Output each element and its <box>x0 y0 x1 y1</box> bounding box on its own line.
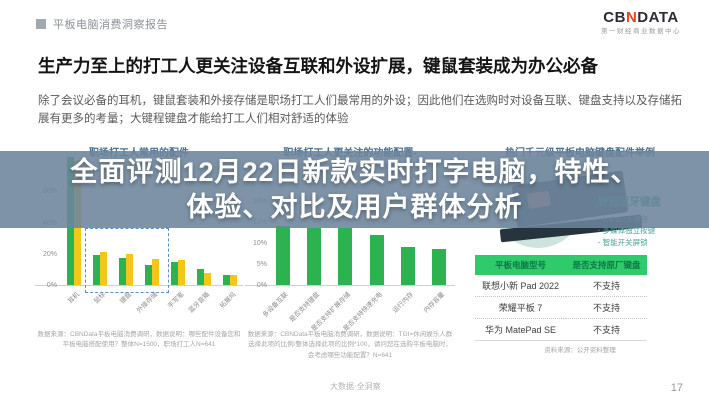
y-axis-tick: 10% <box>252 240 267 247</box>
square-bullet-icon <box>36 19 46 29</box>
bar-group <box>113 253 139 285</box>
bar <box>145 264 152 285</box>
table-row: 华为 MatePad SE 不支持 <box>475 318 647 341</box>
bar <box>369 234 384 285</box>
logo-tagline: 第一财经商业数据中心 <box>601 27 681 35</box>
chart-middle-x-labels: 多设备互联 是否支持键盘 是否支持扩展存储 是否支持快速充电 运行内存 内存容量 <box>245 286 455 333</box>
report-title: 平板电脑消费洞察报告 <box>53 19 168 31</box>
bar-group <box>298 228 329 285</box>
slide-body-text: 除了会议必备的耳机，键鼠套装和外接存储是职场打工人们最常用的外设；因此他们在选购… <box>38 95 682 126</box>
page-number: 17 <box>670 382 683 394</box>
logo-wordmark: CBNDATA <box>603 9 679 26</box>
keyboard-support-table: 平板电脑型号 是否支持原厂键盘 联想小新 Pad 2022 不支持 荣耀平板 7 不支持华… <box>475 255 647 341</box>
table-header-cell: 是否支持原厂键盘 <box>566 255 647 275</box>
x-axis-label: 运行内存 <box>391 291 416 315</box>
bar <box>204 272 211 285</box>
x-axis-label: 手写笔 <box>166 291 186 310</box>
y-axis-tick: 0% <box>256 282 267 289</box>
bar-group <box>87 252 113 285</box>
bar <box>152 259 159 285</box>
slide-title: 生产力至上的打工人更关注设备互联和外设扩展，键鼠套装成为办公必备 <box>38 56 598 76</box>
bar <box>400 247 415 285</box>
overlay-title-line2: 体验、对比及用户群体分析 <box>186 191 523 222</box>
bar <box>197 269 204 285</box>
bar <box>230 274 237 285</box>
bar <box>93 255 100 285</box>
x-axis-label: 耳机 <box>66 291 82 306</box>
product-feature: 智能开关屏锁 <box>598 237 704 248</box>
chart-middle-source: 数据来源：CBNData平板电脑消费调研，数据说明：TGI=休闲娱乐人群选择此项… <box>247 331 453 359</box>
table-cell: 华为 MatePad SE <box>475 318 567 341</box>
x-axis-label: 键盘 <box>118 291 134 306</box>
bar-group <box>330 228 361 285</box>
highlight-dashed-box <box>85 228 169 293</box>
chart-left-source: 数据来源：CBNData平板电脑消费调研，数据说明：哪些配件设备您和平板电脑搭配… <box>37 331 241 349</box>
bars-area <box>267 201 455 285</box>
table-cell: 荣耀平板 7 <box>475 296 567 319</box>
y-axis-tick: 5% <box>256 261 267 268</box>
bar-group <box>139 259 165 285</box>
bar <box>306 228 321 285</box>
bar-group <box>267 226 298 285</box>
y-axis-tick: 0% <box>46 282 57 289</box>
table-header-cell: 平板电脑型号 <box>475 255 567 275</box>
table-cell: 联想小新 Pad 2022 <box>475 275 567 297</box>
bar <box>100 252 107 285</box>
right-panel-source: 资料来源：公开资料整理 <box>544 347 616 354</box>
bar <box>223 274 230 285</box>
bar-group <box>165 260 191 285</box>
table-cell: 不支持 <box>566 318 647 341</box>
bar <box>171 261 178 285</box>
bar <box>338 228 353 285</box>
chart-left-x-labels: 耳机 鼠标 键盘 外接存储 手写笔 蓝牙音箱 拓展坞 <box>35 286 243 324</box>
x-axis-label: 多设备互联 <box>261 291 290 320</box>
table-row: 荣耀平板 7 不支持 <box>475 296 647 319</box>
table-cell: 不支持 <box>566 275 647 297</box>
cbndata-logo: CBNDATA 第一财经商业数据中心 <box>601 9 681 35</box>
product-feature: 多媒体独立按键 <box>598 225 704 236</box>
x-axis-label: 鼠标 <box>92 291 108 306</box>
bar <box>178 260 185 285</box>
footer-watermark: 大数据·全洞察 <box>330 382 381 391</box>
bar <box>126 253 133 285</box>
bar <box>119 258 126 285</box>
y-axis-tick: 20% <box>42 250 57 258</box>
logo-n-mark: N <box>625 9 638 26</box>
bar <box>275 226 290 285</box>
title-overlay-banner: 全面评测12月22日新款实时打字电脑，特性、 体验、对比及用户群体分析 <box>0 151 709 228</box>
bar-group <box>424 249 455 285</box>
x-axis-label: 拓展坞 <box>218 291 238 310</box>
bar-group <box>392 247 423 285</box>
table-cell: 不支持 <box>566 296 647 319</box>
overlay-title-line1: 全面评测12月22日新款实时打字电脑，特性、 <box>70 156 639 187</box>
chart-middle-plot: 0%5%10%15%20% <box>245 198 455 289</box>
bar-group <box>191 269 217 285</box>
bar <box>432 249 447 285</box>
bar-group <box>361 234 392 285</box>
bar-group <box>217 274 243 285</box>
table-row: 联想小新 Pad 2022 不支持 <box>475 275 647 297</box>
x-axis-label: 内存容量 <box>423 291 447 315</box>
report-header: 平板电脑消费洞察报告 <box>36 16 168 32</box>
